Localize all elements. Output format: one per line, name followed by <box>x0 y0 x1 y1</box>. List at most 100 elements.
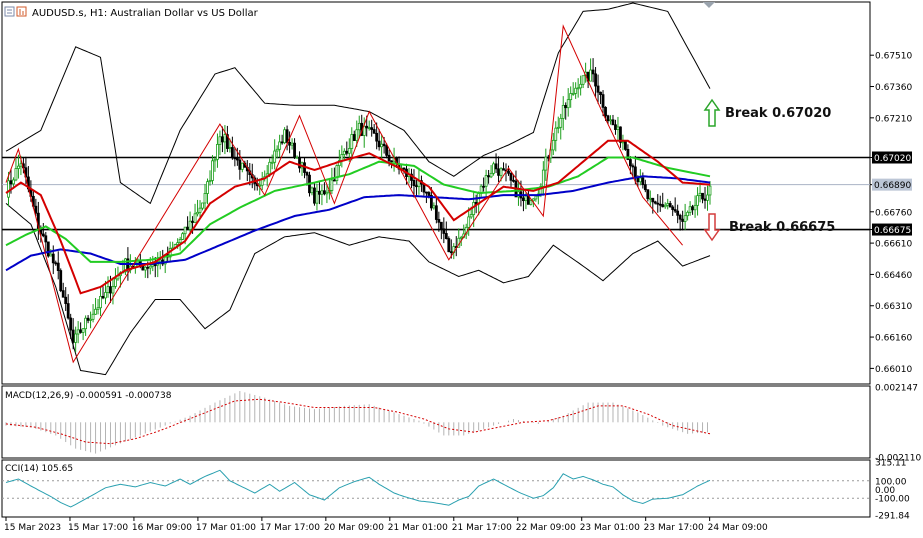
bear-candle <box>59 270 63 292</box>
bull-candle <box>104 292 107 299</box>
bear-candle <box>280 141 284 144</box>
bull-candle <box>469 214 473 218</box>
bull-candle <box>218 136 222 145</box>
bull-candle <box>201 202 204 209</box>
bull-candle <box>357 122 361 131</box>
bear-candle <box>564 104 568 109</box>
bollinger-lower-band <box>5 203 711 376</box>
time-tick-label: 15 Mar 2023 <box>4 523 61 533</box>
bull-candle <box>183 226 187 235</box>
bull-candle <box>325 191 329 195</box>
bear-candle <box>318 190 321 195</box>
bear-candle <box>643 184 647 191</box>
bull-candle <box>143 266 147 271</box>
bull-candle <box>574 87 578 94</box>
price-tick-label: 0.66160 <box>875 334 912 344</box>
bear-candle <box>703 198 707 201</box>
bull-candle <box>551 139 555 151</box>
bull-candle <box>310 187 314 194</box>
bear-candle <box>387 154 391 162</box>
one-click-trading-toggle-icon[interactable] <box>703 2 715 8</box>
bear-candle <box>101 295 105 299</box>
bull-candle <box>698 192 702 197</box>
bear-candle <box>599 91 602 96</box>
bull-candle <box>616 126 620 130</box>
price-tick-label: 0.66310 <box>875 302 912 312</box>
bear-candle <box>66 303 70 319</box>
bull-candle <box>342 150 346 155</box>
bear-candle <box>611 119 615 126</box>
bear-candle <box>61 290 65 298</box>
bull-candle <box>111 286 115 294</box>
level-price-tag <box>872 223 912 236</box>
bear-candle <box>633 166 637 178</box>
bear-candle <box>596 85 600 93</box>
level-price-tag-text: 0.67020 <box>874 154 911 164</box>
bear-candle <box>285 129 289 143</box>
bull-candle <box>208 180 212 183</box>
bear-candle <box>656 202 660 205</box>
bear-candle <box>444 233 448 239</box>
bull-candle <box>529 200 533 205</box>
bull-candle <box>566 99 570 109</box>
bear-candle <box>238 159 242 170</box>
time-tick-label: 16 Mar 09:00 <box>132 523 192 533</box>
bear-candle <box>146 266 150 269</box>
bear-candle <box>186 226 189 230</box>
bear-candle <box>323 190 326 195</box>
bull-candle <box>683 215 687 222</box>
window-list-icon[interactable] <box>4 6 15 17</box>
bear-candle <box>352 134 356 141</box>
bull-candle <box>666 203 670 206</box>
price-tick-label: 0.66460 <box>875 271 912 281</box>
bull-candle <box>176 242 180 245</box>
bear-candle <box>86 317 90 321</box>
bear-candle <box>230 147 234 159</box>
bear-candle <box>293 142 296 158</box>
macd-label: MACD(12,26,9) -0.000591 -0.000738 <box>5 391 172 401</box>
price-tick-label: 0.67210 <box>875 114 912 124</box>
bear-candle <box>439 221 443 230</box>
main-chart-frame <box>1 1 871 385</box>
symbol-title: AUDUSD.s, H1: Australian Dollar vs US Do… <box>32 8 259 19</box>
bull-candle <box>114 278 117 287</box>
macd-plot-layer <box>5 391 711 454</box>
bull-candle <box>81 328 85 333</box>
bull-candle <box>706 194 709 201</box>
bear-candle <box>345 150 349 154</box>
bull-candle <box>554 127 558 141</box>
bull-candle <box>84 317 88 330</box>
bull-candle <box>188 220 192 230</box>
bear-candle <box>626 148 630 160</box>
bear-candle <box>502 168 505 171</box>
bull-candle <box>367 127 371 130</box>
bear-candle <box>56 262 60 271</box>
bull-candle <box>432 205 436 209</box>
bull-candle <box>315 190 319 204</box>
axis-layer: 0.67510 0.67360 0.67210 0.67020 0.66890 0.667… <box>4 52 921 533</box>
bear-candle <box>661 204 665 208</box>
bear-candle <box>429 195 433 209</box>
bear-candle <box>79 329 83 333</box>
time-tick-label: 22 Mar 09:00 <box>516 523 576 533</box>
bull-candle <box>576 87 580 90</box>
bull-candle <box>559 117 563 128</box>
bull-candle <box>49 253 53 257</box>
time-tick-label: 17 Mar 01:00 <box>196 523 256 533</box>
price-tick-label: 0.66010 <box>875 365 912 375</box>
bear-candle <box>494 163 498 170</box>
bull-candle <box>178 238 182 244</box>
bull-candle <box>337 160 341 167</box>
bear-candle <box>415 185 418 188</box>
chart-bars-icon[interactable] <box>16 6 27 17</box>
bear-candle <box>221 136 224 143</box>
bear-candle <box>442 228 446 234</box>
bull-candle <box>609 119 612 122</box>
bear-candle <box>624 141 627 150</box>
bull-candle <box>524 195 528 202</box>
bull-candle <box>228 147 232 149</box>
bear-candle <box>591 69 595 75</box>
zigzag-line <box>5 24 683 364</box>
moving-average-mid <box>5 156 711 263</box>
